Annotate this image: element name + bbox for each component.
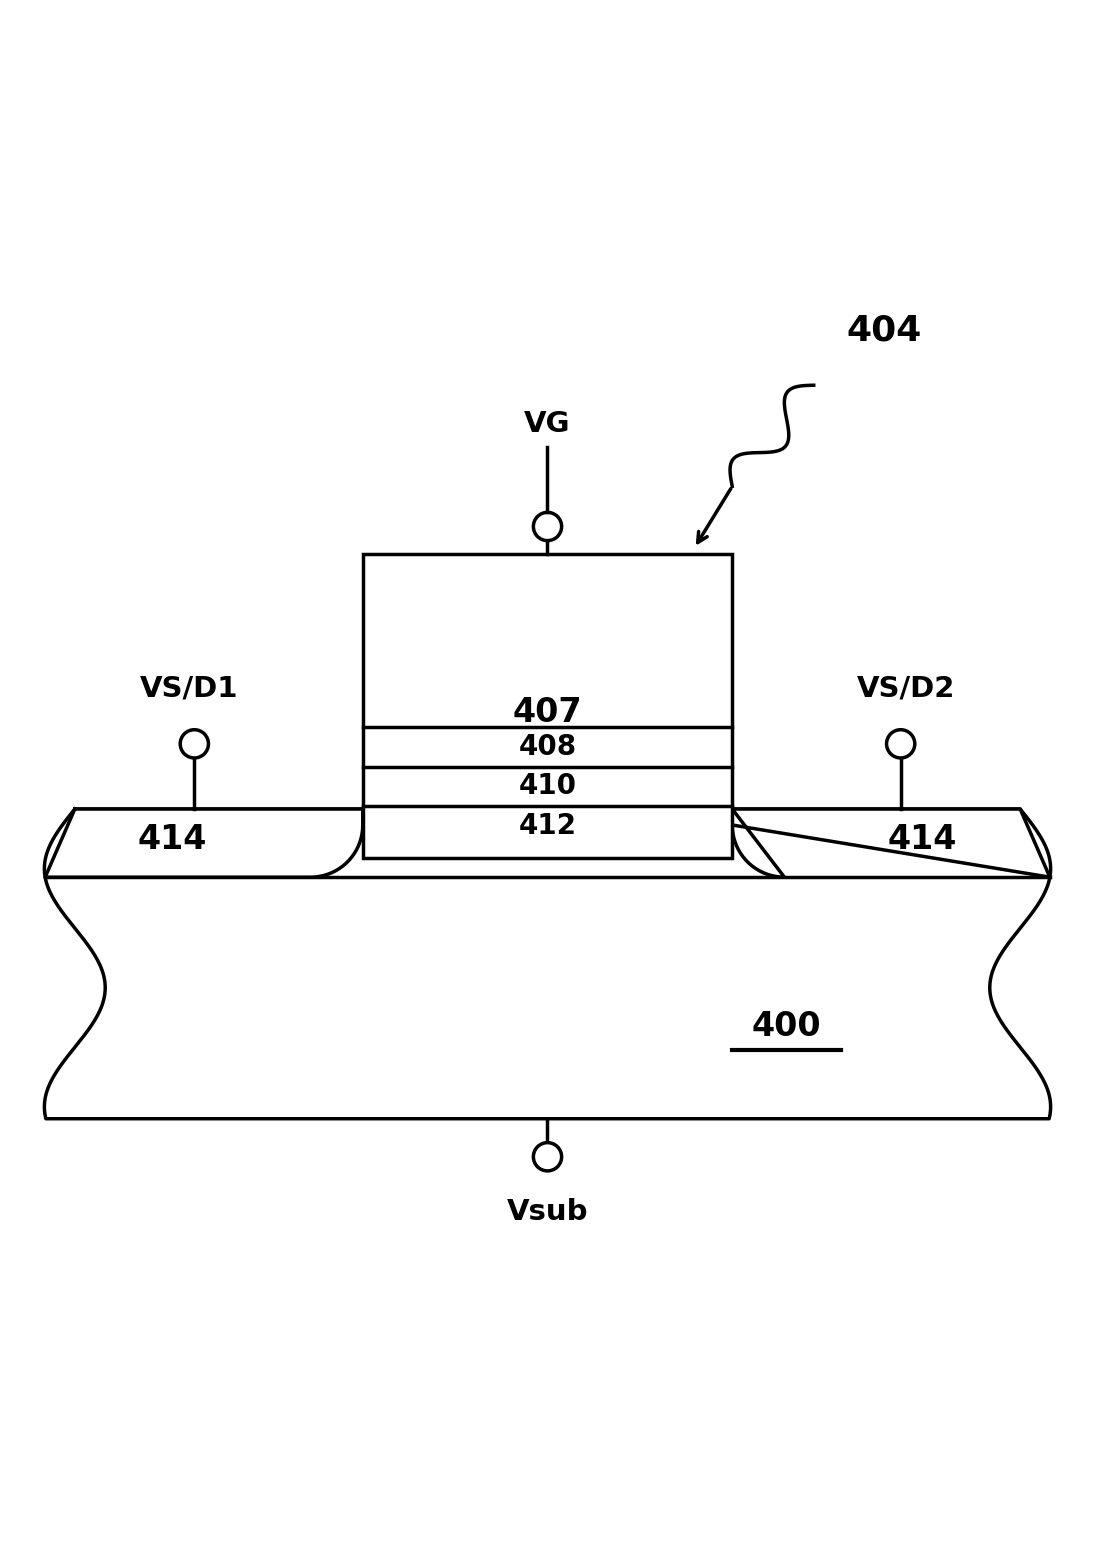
Circle shape: [533, 512, 562, 541]
Text: 412: 412: [519, 813, 576, 840]
Text: 400: 400: [752, 1010, 821, 1042]
Polygon shape: [45, 810, 362, 877]
Text: 410: 410: [519, 773, 576, 800]
Polygon shape: [45, 810, 1050, 1119]
Circle shape: [887, 729, 914, 759]
Text: 404: 404: [846, 315, 922, 348]
Text: VS/D2: VS/D2: [857, 674, 955, 703]
Text: VG: VG: [525, 410, 570, 438]
Text: VS/D1: VS/D1: [140, 674, 238, 703]
Bar: [362, 554, 733, 857]
Text: 407: 407: [512, 695, 583, 729]
Text: Vsub: Vsub: [507, 1198, 588, 1226]
Text: 414: 414: [138, 823, 207, 856]
Circle shape: [533, 1143, 562, 1170]
Polygon shape: [733, 810, 1050, 877]
Text: 408: 408: [518, 732, 577, 760]
Circle shape: [181, 729, 208, 759]
Text: 414: 414: [888, 823, 957, 856]
